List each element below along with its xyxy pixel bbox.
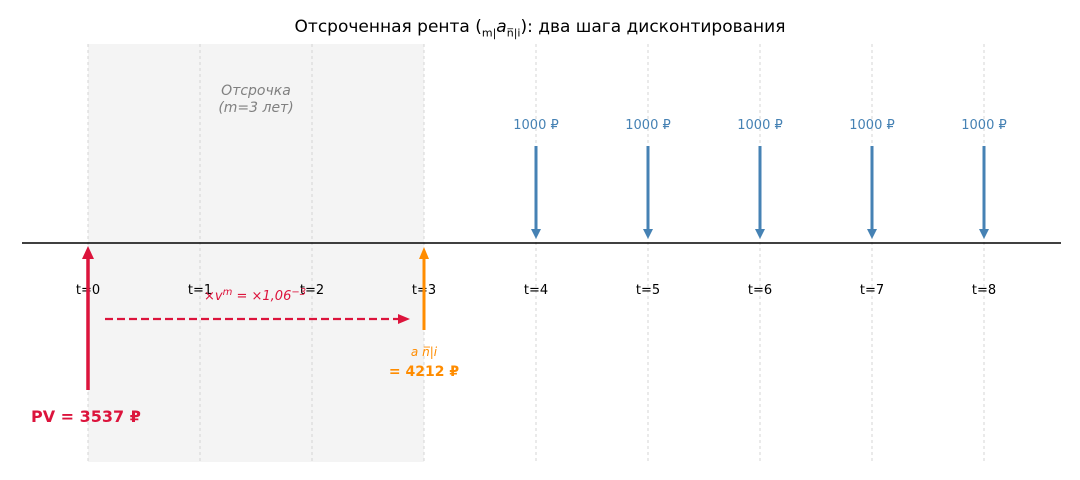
time-tick-label: t=5	[636, 283, 660, 298]
time-tick-label: t=1	[188, 283, 212, 298]
deferral-period-band	[88, 44, 424, 462]
present-value-arrow	[82, 246, 94, 390]
time-tick-label: t=8	[972, 283, 996, 298]
present-value-label: PV = 3537 ₽	[31, 407, 141, 426]
time-tick-label: t=4	[524, 283, 548, 298]
discount-arrow	[105, 314, 410, 324]
payment-arrow	[531, 146, 541, 239]
annuity-symbol: a n̅|i	[411, 345, 438, 359]
annuity-arrow	[419, 247, 429, 330]
payment-arrow	[867, 146, 877, 239]
time-tick-label: t=2	[300, 283, 324, 298]
payment-label: 1000 ₽	[849, 118, 895, 133]
deferral-years-label: (m=3 лет)	[218, 100, 293, 116]
payment-label: 1000 ₽	[737, 118, 783, 133]
chart-title: Отсроченная рента (m|an̅|i): два шага ди…	[294, 17, 786, 40]
time-tick-label: t=7	[860, 283, 884, 298]
payment-label: 1000 ₽	[513, 118, 559, 133]
payment-label: 1000 ₽	[961, 118, 1007, 133]
discount-factor-label: ×vm = ×1,06−3	[204, 287, 306, 304]
time-tick-label: t=6	[748, 283, 772, 298]
payment-label: 1000 ₽	[625, 118, 671, 133]
payment-arrow	[755, 146, 765, 239]
deferral-label: Отсрочка	[221, 83, 291, 99]
annuity-value-label: = 4212 ₽	[389, 364, 459, 380]
payment-arrow	[979, 146, 989, 239]
payment-arrow	[643, 146, 653, 239]
